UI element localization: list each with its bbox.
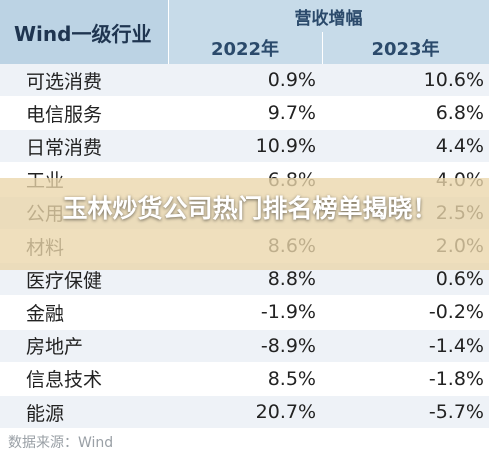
growth-2022: 9.7%: [267, 102, 316, 125]
industry-name: 医疗保健: [26, 269, 103, 292]
industry-name: 房地产: [26, 336, 84, 359]
growth-2023: 0.6%: [435, 268, 484, 291]
growth-2022: -1.9%: [260, 301, 316, 324]
table-row: 信息技术 8.5% -1.8%: [0, 362, 489, 395]
growth-2022: 8.8%: [267, 268, 316, 291]
table-row: 可选消费 0.9% 10.6%: [0, 64, 489, 96]
table-row: 日常消费 10.9% 4.4%: [0, 130, 489, 163]
industry-name: 电信服务: [26, 103, 103, 126]
corner-header: Wind一级行业: [0, 0, 168, 64]
growth-2023: 4.4%: [435, 135, 484, 158]
industry-name: 能源: [26, 402, 65, 425]
industry-name: 可选消费: [26, 70, 103, 93]
year-2022-header: 2022年: [168, 32, 322, 64]
table-row: 房地产 -8.9% -1.4%: [0, 329, 489, 362]
industry-name: 日常消费: [26, 136, 103, 159]
growth-2022: 8.5%: [267, 367, 316, 390]
growth-2023: 6.8%: [435, 102, 484, 125]
industry-name: 信息技术: [26, 369, 103, 392]
header-divider: [322, 32, 323, 64]
title-banner: [0, 178, 489, 270]
table-row: 电信服务 9.7% 6.8%: [0, 97, 489, 130]
revenue-growth-header: 营收增幅: [168, 0, 489, 32]
growth-2023: -0.2%: [428, 301, 484, 324]
growth-2023: -1.4%: [428, 334, 484, 357]
growth-2022: -8.9%: [260, 334, 316, 357]
header-divider: [168, 0, 169, 64]
growth-2023: 10.6%: [423, 69, 484, 91]
year-2023-header: 2023年: [322, 32, 489, 64]
growth-2022: 0.9%: [267, 69, 316, 91]
industry-name: 金融: [26, 302, 65, 325]
growth-2023: -1.8%: [428, 367, 484, 390]
table-row: 能源 20.7% -5.7%: [0, 396, 489, 428]
growth-2022: 20.7%: [255, 401, 316, 423]
data-source-note: 数据来源：Wind: [8, 435, 114, 451]
growth-2022: 10.9%: [255, 135, 316, 158]
banner-title: 玉林炒货公司热门排名榜单揭晓！: [62, 194, 438, 223]
table-row: 金融 -1.9% -0.2%: [0, 296, 489, 329]
growth-2023: -5.7%: [428, 401, 484, 423]
